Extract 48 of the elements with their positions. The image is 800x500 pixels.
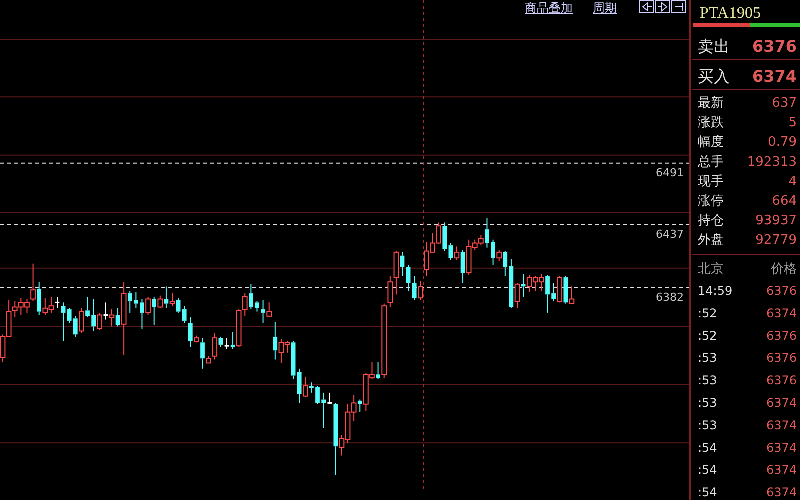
text: 涨跌	[698, 116, 724, 131]
text: 6376	[766, 328, 797, 343]
y-tick-label: 6437	[656, 228, 684, 242]
text: 6374	[752, 67, 797, 86]
text: :52	[698, 328, 718, 343]
text: :54	[698, 463, 718, 478]
text: :53	[698, 396, 718, 410]
annotation: 商品叠加	[525, 1, 573, 15]
text: 价格	[770, 262, 797, 277]
text: 现手	[698, 174, 724, 190]
text: 14:59	[698, 284, 733, 298]
text: 6376	[766, 284, 797, 298]
text: 幅度	[698, 134, 724, 150]
text: 6374	[766, 440, 797, 455]
text: 6376	[766, 351, 797, 366]
text: 买入	[698, 67, 730, 86]
y-tick-label: 6382	[656, 290, 684, 304]
text: :53	[698, 374, 718, 388]
text: 6374	[766, 486, 797, 500]
text: PTA1905	[700, 5, 761, 22]
text: 5	[788, 116, 797, 131]
text: 637	[772, 96, 797, 111]
text: 总手	[697, 154, 724, 170]
text: 93937	[756, 214, 797, 229]
text: 664	[772, 194, 797, 209]
text: 92779	[756, 233, 797, 248]
text: 最新	[698, 96, 724, 111]
text: :53	[698, 418, 718, 432]
text: 卖出	[698, 37, 730, 56]
text: 持仓	[698, 214, 724, 229]
text: 外盘	[698, 233, 724, 248]
text: :53	[698, 351, 718, 366]
text: 6374	[766, 418, 797, 432]
text: 6376	[752, 37, 797, 56]
text: 北京	[698, 262, 724, 277]
text: 6374	[766, 463, 797, 478]
text: 6374	[766, 306, 797, 320]
text: 涨停	[698, 194, 724, 209]
text: 192313	[747, 154, 797, 170]
annotation: 周期	[593, 1, 617, 15]
text: :52	[698, 306, 718, 320]
text: :54	[698, 440, 718, 455]
y-tick-label: 6491	[656, 166, 684, 180]
text: 0.79	[768, 135, 797, 150]
text: 6374	[766, 396, 797, 410]
text: 6376	[766, 374, 797, 388]
text: :54	[698, 486, 718, 500]
text: 4	[788, 174, 797, 190]
